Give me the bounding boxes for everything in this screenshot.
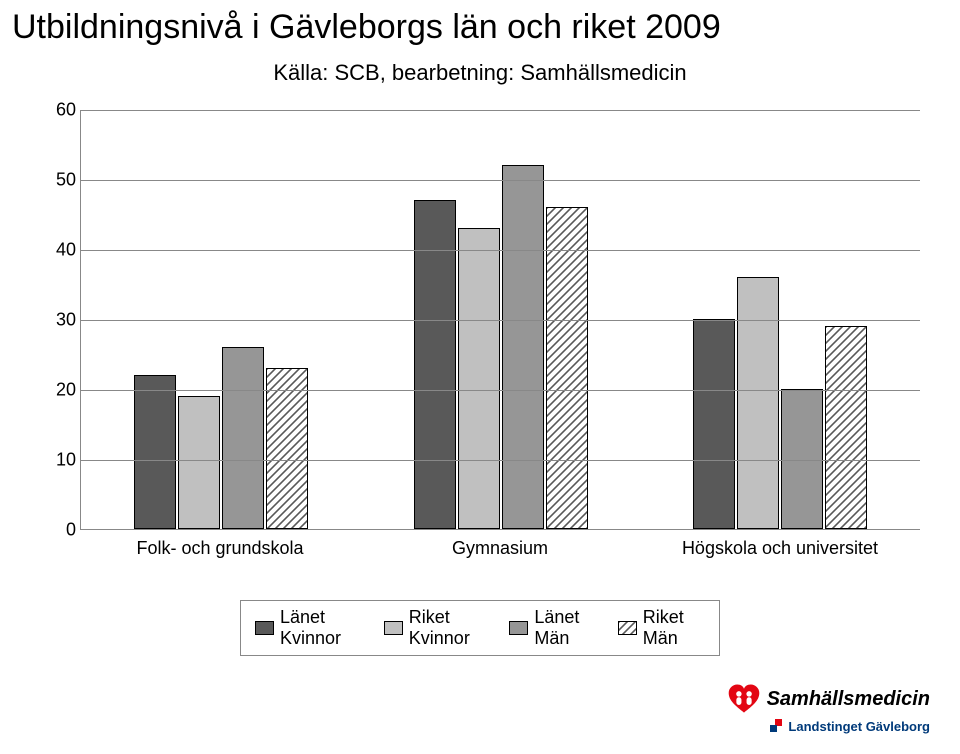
bar [178,396,220,529]
legend-swatch [618,621,637,635]
legend-label: Riket Män [643,607,705,649]
footer-logo: Samhällsmedicin Landstinget Gävleborg [727,682,930,734]
gridline [81,320,920,321]
legend-swatch [384,621,403,635]
legend-swatch [255,621,274,635]
legend: Länet Kvinnor Riket Kvinnor Länet Män Riket… [240,600,720,656]
bar [222,347,264,529]
y-tick-label: 10 [40,450,76,471]
legend-label: Riket Kvinnor [409,607,492,649]
chart-subtitle: Källa: SCB, bearbetning: Samhällsmedicin [0,60,960,86]
bar [546,207,588,529]
legend-item: Riket Män [618,607,705,649]
y-tick-label: 0 [40,520,76,541]
y-tick-label: 30 [40,310,76,331]
y-tick-label: 40 [40,240,76,261]
legend-item: Länet Kvinnor [255,607,366,649]
gridline [81,110,920,111]
bar [781,389,823,529]
org2-row: Landstinget Gävleborg [727,718,930,734]
chart-area: 0102030405060 Folk- och grundskolaGymnas… [40,110,920,570]
legend-item: Riket Kvinnor [384,607,492,649]
x-tick-label: Högskola och universitet [640,538,920,559]
bar [134,375,176,529]
bar [458,228,500,529]
bar [825,326,867,529]
x-tick-label: Gymnasium [360,538,640,559]
y-tick-label: 20 [40,380,76,401]
gridline [81,180,920,181]
y-tick-label: 60 [40,100,76,121]
bar [502,165,544,529]
bar [266,368,308,529]
org2-name: Landstinget Gävleborg [788,719,930,734]
bar [693,319,735,529]
square-icon [768,718,784,734]
gridline [81,460,920,461]
gridline [81,250,920,251]
chart-title: Utbildningsnivå i Gävleborgs län och rik… [12,8,721,47]
legend-item: Länet Män [509,607,599,649]
legend-swatch [509,621,528,635]
org1-row: Samhällsmedicin [727,682,930,716]
plot-area [80,110,920,530]
legend-label: Länet Män [534,607,599,649]
bar [737,277,779,529]
y-tick-label: 50 [40,170,76,191]
org1-name: Samhällsmedicin [767,688,930,711]
gridline [81,390,920,391]
x-tick-label: Folk- och grundskola [80,538,360,559]
heart-people-icon [727,682,761,716]
legend-label: Länet Kvinnor [280,607,366,649]
